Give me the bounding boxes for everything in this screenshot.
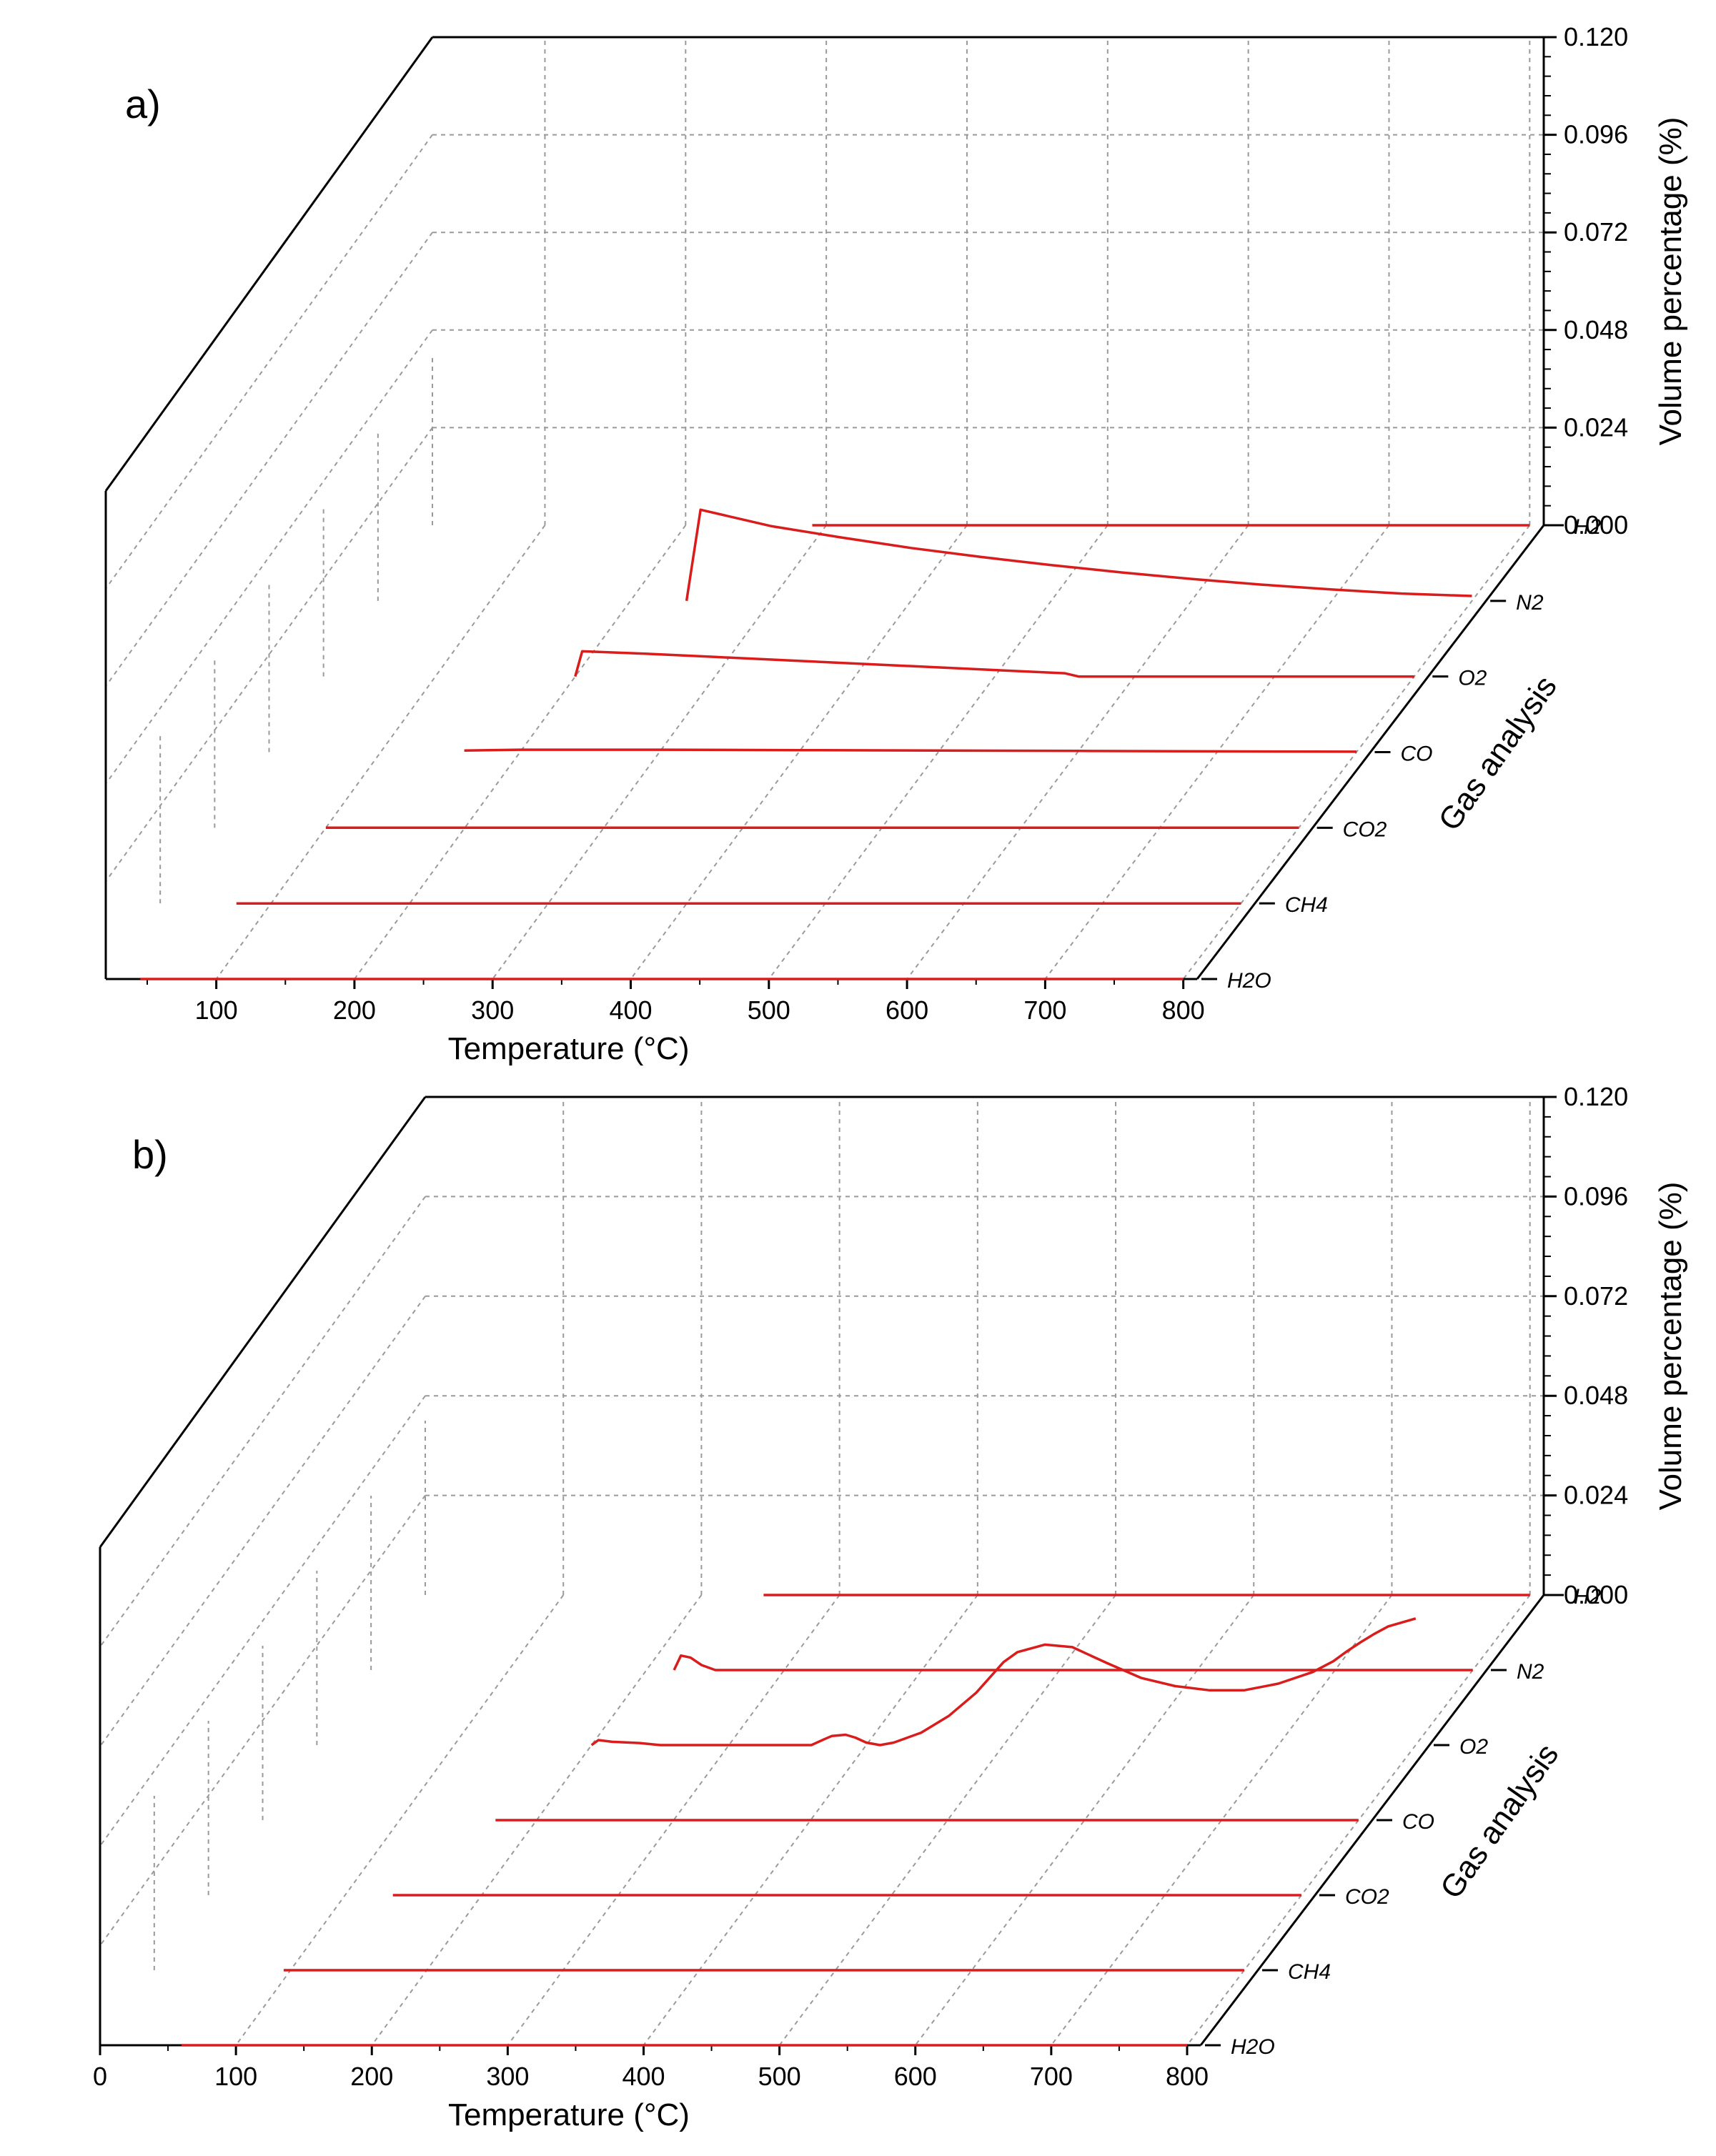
floor-gridline-x: [215, 525, 546, 980]
x-tick-label: 700: [1023, 995, 1066, 1025]
z-tick-label: 0.120: [1564, 1082, 1628, 1111]
series-line-o2: [590, 1617, 1417, 1747]
series-line-o2: [574, 650, 1414, 678]
z-tick-label: 0.096: [1564, 120, 1628, 149]
x-axis-title: Temperature (°C): [448, 2097, 690, 2132]
side-wall-gridline-z: [99, 1395, 426, 1847]
panel-a: 100 200 300 400 500 600 700 800 Temperature (°C)…: [104, 22, 1688, 1066]
z-tick-label: 0.120: [1564, 22, 1628, 51]
gas-tick-label: N2: [1516, 591, 1544, 615]
z-tick-label: 0.024: [1564, 1481, 1628, 1510]
x-tick-label: 400: [609, 995, 652, 1025]
x-tick-label: 600: [894, 2062, 937, 2091]
z-axis-title: Volume percentage (%): [1653, 1182, 1688, 1511]
z-tick-label: 0.048: [1564, 1381, 1628, 1410]
z-tick-label: 0.096: [1564, 1181, 1628, 1211]
x-tick-label: 800: [1162, 995, 1205, 1025]
series-line-co: [464, 748, 1357, 753]
gas-tick-label: CH4: [1285, 893, 1328, 917]
x-tick-label: 600: [886, 995, 928, 1025]
gas-tick-label: CH4: [1288, 1960, 1331, 1984]
gas-tick-label: H2O: [1227, 969, 1271, 993]
x-tick-label: 700: [1030, 2062, 1073, 2091]
x-tick-label: 300: [471, 995, 514, 1025]
gas-tick-label: H2: [1574, 515, 1602, 539]
floor-gridline-x: [768, 525, 1109, 980]
x-tick-label: 400: [622, 2062, 665, 2091]
x-tick-label: 800: [1166, 2062, 1209, 2091]
gas-tick-label: N2: [1517, 1660, 1544, 1684]
gas-tick-label: CO: [1402, 1810, 1434, 1834]
floor-gridline-x: [492, 525, 827, 980]
z-tick-label: 0.024: [1564, 412, 1628, 442]
z-tick-label: 0.000: [1564, 1580, 1628, 1609]
side-wall-gridline-z: [99, 1296, 426, 1747]
x-tick-label: 300: [486, 2062, 529, 2091]
x-tick-label: 500: [758, 2062, 801, 2091]
top-left-diagonal-edge: [104, 36, 434, 492]
x-tick-label: 0: [93, 2062, 107, 2091]
side-wall-gridline-z: [99, 1196, 426, 1647]
gas-tick-label: CO2: [1343, 818, 1387, 841]
x-tick-label: 500: [748, 995, 790, 1025]
z-tick-label: 0.072: [1564, 217, 1628, 247]
side-wall-gridline-z: [105, 134, 433, 590]
x-tick-label: 100: [214, 2062, 257, 2091]
gas-tick-label: O2: [1458, 667, 1487, 690]
floor-gridline-x: [354, 525, 687, 980]
x-tick-label: 200: [350, 2062, 393, 2091]
gas-tick-label: CO2: [1345, 1885, 1389, 1909]
series-line-n2: [685, 508, 1472, 602]
z-tick-label: 0.000: [1564, 510, 1628, 540]
gas-axis-title: Gas analysis: [1432, 670, 1564, 837]
gas-axis-line: [1199, 1594, 1545, 2046]
series-line-n2: [673, 1654, 1473, 1671]
x-axis-title: Temperature (°C): [448, 1031, 690, 1066]
z-tick-label: 0.072: [1564, 1281, 1628, 1311]
gas-axis-line: [1196, 525, 1545, 980]
x-tick-label: 100: [195, 995, 238, 1025]
floor-gridline-x: [630, 525, 968, 980]
z-tick-label: 0.048: [1564, 315, 1628, 344]
panel-label: a): [125, 81, 161, 126]
side-wall-gridline-z: [105, 329, 433, 785]
gas-tick-label: H2: [1574, 1585, 1602, 1609]
top-left-diagonal-edge: [99, 1096, 427, 1548]
gas-axis-title: Gas analysis: [1434, 1737, 1566, 1904]
gas-tick-label: CO: [1401, 742, 1433, 766]
panel-label: b): [132, 1132, 168, 1177]
z-axis-title: Volume percentage (%): [1653, 117, 1688, 446]
gas-tick-label: H2O: [1231, 2035, 1275, 2059]
side-wall-gridline-z: [99, 1495, 426, 1947]
x-tick-label: 200: [333, 995, 376, 1025]
panel-b: 0 100 200 300 400 500 600 700 800 Temperature (°C…: [93, 1082, 1688, 2132]
gas-tick-label: O2: [1459, 1735, 1488, 1759]
side-wall-gridline-z: [105, 232, 433, 687]
